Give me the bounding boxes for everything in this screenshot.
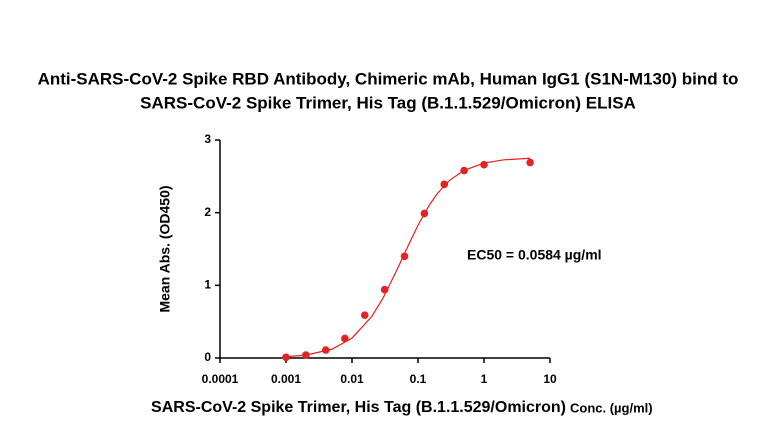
fit-curve — [285, 157, 531, 358]
x-tick-label: 0.01 — [340, 372, 364, 386]
x-tick-label: 0.1 — [410, 372, 427, 386]
data-point — [360, 311, 369, 319]
y-tick-label: 1 — [204, 278, 211, 292]
data-point — [526, 158, 534, 167]
y-tick-label: 3 — [204, 132, 211, 146]
data-point — [341, 334, 349, 343]
x-axis-unit: Conc. (µg/ml) — [570, 400, 653, 415]
x-axis-label: SARS-CoV-2 Spike Trimer, His Tag (B.1.1.… — [151, 399, 566, 416]
x-tick-label: 0.0001 — [202, 372, 239, 386]
y-axis-label: Mean Abs. (OD450) — [157, 185, 173, 312]
data-point — [440, 180, 449, 189]
y-tick-label: 2 — [204, 205, 211, 219]
data-point — [420, 209, 429, 218]
x-tick-label: 0.001 — [271, 372, 301, 386]
data-point — [480, 160, 488, 169]
chart-title: Anti-SARS-CoV-2 Spike RBD Antibody, Chim… — [38, 69, 739, 88]
data-point — [380, 285, 389, 294]
x-tick-label: 10 — [543, 372, 557, 386]
x-tick-label: 1 — [481, 372, 488, 386]
annotation: EC50 = 0.0584 µg/ml — [467, 247, 602, 263]
y-tick-label: 0 — [204, 350, 211, 364]
data-point — [302, 351, 310, 359]
data-point — [400, 252, 409, 261]
data-point — [282, 353, 290, 362]
chart-title: SARS-CoV-2 Spike Trimer, His Tag (B.1.1.… — [140, 93, 636, 112]
data-point — [460, 166, 468, 175]
data-point — [321, 346, 330, 354]
